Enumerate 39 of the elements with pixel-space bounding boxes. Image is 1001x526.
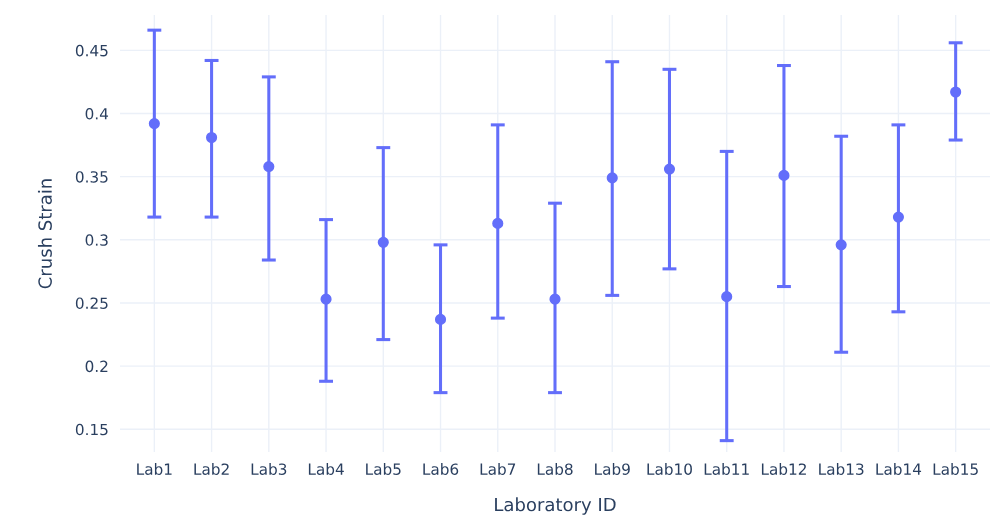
x-tick-label: Lab4 xyxy=(308,463,344,475)
y-tick-label: 0.15 xyxy=(75,423,108,436)
y-tick-label: 0.4 xyxy=(85,107,109,120)
point xyxy=(606,172,618,184)
point xyxy=(492,217,504,229)
x-tick-label: Lab11 xyxy=(704,463,749,475)
point xyxy=(434,313,447,325)
y-tick-label: 0.25 xyxy=(75,297,108,309)
x-tick-label: Lab12 xyxy=(761,463,806,475)
x-tick-label: Lab1 xyxy=(137,463,172,475)
point xyxy=(148,118,160,130)
x-tick-label: Lab8 xyxy=(537,463,573,475)
x-tick-label: Lab10 xyxy=(647,463,692,475)
x-axis-title: Laboratory ID xyxy=(495,497,616,515)
y-tick-label: 0.2 xyxy=(85,360,108,373)
point xyxy=(663,163,676,175)
point xyxy=(892,211,904,223)
point xyxy=(950,86,962,98)
x-tick-label: Lab14 xyxy=(876,463,922,475)
point xyxy=(263,161,275,173)
x-tick-label: Lab9 xyxy=(595,463,630,475)
x-tick-label: Lab7 xyxy=(480,463,516,475)
point xyxy=(377,236,389,248)
x-tick-label: Lab2 xyxy=(194,463,229,475)
x-tick-label: Lab6 xyxy=(423,463,459,475)
point xyxy=(320,293,332,305)
y-tick-label: 0.3 xyxy=(85,234,108,246)
point xyxy=(549,293,561,305)
point xyxy=(835,239,847,251)
point xyxy=(206,131,218,144)
x-tick-label: Lab15 xyxy=(933,463,978,475)
x-tick-label: Lab3 xyxy=(251,463,287,475)
point xyxy=(778,169,790,181)
y-tick-label: 0.35 xyxy=(75,171,108,183)
y-axis-title: Crush Strain xyxy=(37,179,52,289)
x-tick-label: Lab5 xyxy=(366,463,401,475)
x-tick-label: Lab13 xyxy=(819,463,864,475)
point xyxy=(721,291,733,303)
y-tick-label: 0.45 xyxy=(75,44,108,57)
